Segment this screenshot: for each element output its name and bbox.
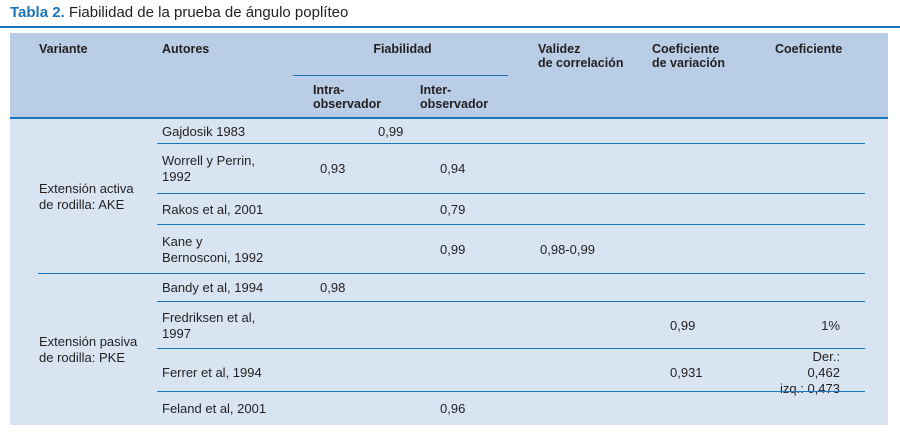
fiabilidad-underline <box>293 75 508 76</box>
group-ake: Extensión activa de rodilla: AKE Gajdosi… <box>10 119 888 274</box>
cell-coefvar: 0,931 <box>670 365 703 380</box>
cell-validez: 0,98-0,99 <box>540 241 595 257</box>
column-header-coeficiente: Coeficiente <box>775 42 843 56</box>
cell-autores: Gajdosik 1983 <box>162 123 246 139</box>
column-header-intra-observador: Intra- observador <box>313 83 382 111</box>
group-rows: Gajdosik 1983 0,99 Worrell y Perrin, 1992 0… <box>10 119 888 274</box>
cell-intra: 0,93 <box>320 161 346 176</box>
table-header: Variante Autores Fiabilidad Validez de c… <box>10 33 888 119</box>
table-header-row-sub: Intra- observador Inter- observador <box>10 83 888 111</box>
table-row: Worrell y Perrin, 1992 0,93 0,94 <box>157 144 888 194</box>
column-header-fiabilidad: Fiabilidad <box>373 42 432 56</box>
group-pke: Extensión pasiva de rodilla: PKE Bandy e… <box>10 274 888 425</box>
column-header-coef-variacion: Coeficiente de variación <box>652 42 725 70</box>
table-row: Feland et al, 2001 0,96 <box>157 392 888 425</box>
table-row: Gajdosik 1983 0,99 <box>157 119 888 144</box>
cell-inter: 0,96 <box>440 400 466 416</box>
cell-inter: 0,79 <box>440 201 466 217</box>
table-row: Bandy et al, 1994 0,98 <box>157 274 888 302</box>
cell-autores: Worrell y Perrin, 1992 <box>162 153 255 184</box>
cell-autores: Fredriksen et al, 1997 <box>162 309 256 341</box>
reliability-table: Variante Autores Fiabilidad Validez de c… <box>10 33 888 425</box>
cell-autores: Feland et al, 2001 <box>162 400 267 416</box>
table-row: Ferrer et al, 1994 0,931 Der.: 0,462 izq.:… <box>157 349 888 396</box>
table-header-row-top: Variante Autores Fiabilidad Validez de c… <box>10 42 888 70</box>
cell-coef: Der.: 0,462 izq.: 0,473 <box>780 349 840 396</box>
cell-autores: Ferrer et al, 1994 <box>162 365 262 380</box>
cell-autores: Rakos et al, 2001 <box>162 201 264 217</box>
column-header-autores: Autores <box>162 42 210 56</box>
group-label-pke: Extensión pasiva de rodilla: PKE <box>39 333 138 365</box>
column-header-validez: Validez de correlación <box>538 42 624 70</box>
table-title-text: Fiabilidad de la prueba de ángulo poplít… <box>68 4 349 21</box>
cell-intra: 0,99 <box>378 123 404 139</box>
table-body: Extensión activa de rodilla: AKE Gajdosi… <box>10 119 888 425</box>
table-title-number: Tabla 2. <box>10 4 65 21</box>
group-rows: Bandy et al, 1994 0,98 Fredriksen et al, 1… <box>10 274 888 425</box>
column-header-inter-observador: Inter- observador <box>420 83 489 111</box>
cell-autores: Bandy et al, 1994 <box>162 280 264 295</box>
group-label-ake: Extensión activa de rodilla: AKE <box>39 180 134 212</box>
column-header-variante: Variante <box>39 42 88 56</box>
cell-autores: Kane y Bernosconi, 1992 <box>162 233 264 265</box>
page-divider-rule <box>0 26 900 28</box>
cell-inter: 0,94 <box>440 161 466 176</box>
table-row: Kane y Bernosconi, 1992 0,99 0,98-0,99 <box>157 225 888 274</box>
cell-coef: 1% <box>821 317 840 333</box>
cell-intra: 0,98 <box>320 280 346 295</box>
table-row: Fredriksen et al, 1997 0,99 1% <box>157 302 888 349</box>
cell-inter: 0,99 <box>440 241 466 257</box>
table-title: Tabla 2. Fiabilidad de la prueba de ángu… <box>10 4 348 22</box>
table-row: Rakos et al, 2001 0,79 <box>157 194 888 225</box>
cell-coefvar: 0,99 <box>670 317 696 333</box>
